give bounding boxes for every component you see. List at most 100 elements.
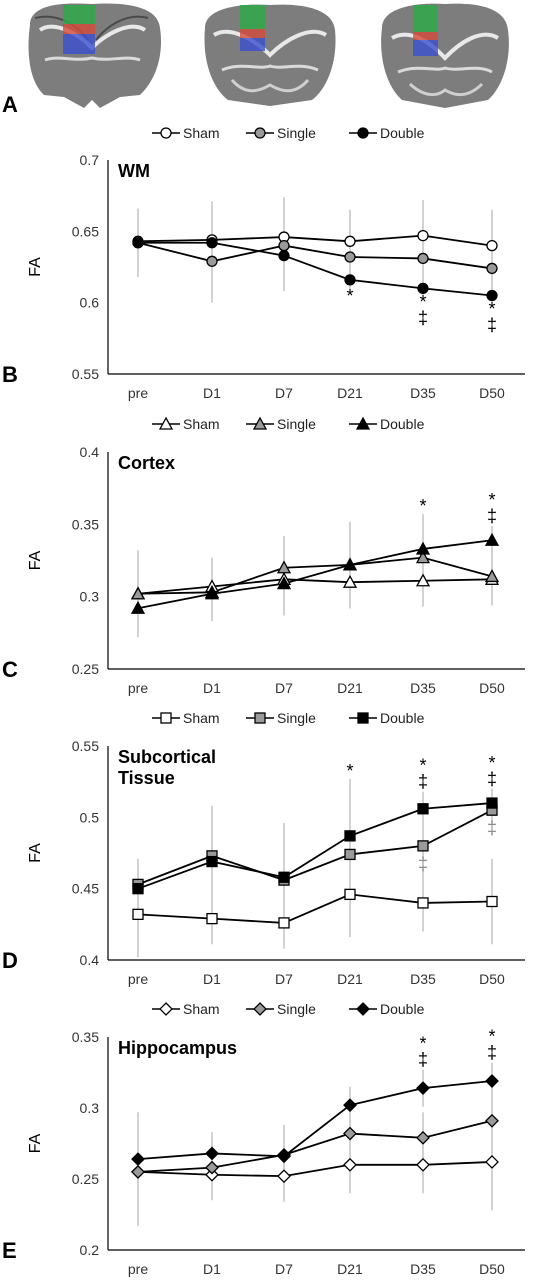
data-point-sham bbox=[415, 573, 431, 587]
y-tick-label: 0.3 bbox=[80, 589, 100, 605]
data-point-double bbox=[132, 883, 144, 895]
data-point-single bbox=[344, 848, 356, 861]
data-point-double bbox=[416, 1081, 430, 1096]
data-point-sham bbox=[485, 1155, 499, 1169]
significance-marker: * ‡ bbox=[487, 490, 497, 526]
data-point-sham bbox=[486, 239, 498, 252]
significance-marker: * bbox=[346, 286, 353, 306]
x-tick-label: D50 bbox=[479, 385, 505, 401]
data-point-single bbox=[415, 550, 431, 564]
data-point-double bbox=[132, 237, 144, 249]
data-point-double bbox=[485, 1074, 499, 1088]
data-point-sham bbox=[132, 908, 144, 920]
data-point-single bbox=[485, 1113, 499, 1128]
x-tick-label: D35 bbox=[410, 1261, 436, 1277]
data-point-single bbox=[417, 840, 429, 852]
data-point-double bbox=[486, 797, 498, 809]
y-tick-label: 0.55 bbox=[72, 366, 99, 382]
legend-label: Sham bbox=[183, 1001, 220, 1017]
x-tick-label: D1 bbox=[203, 385, 221, 401]
data-point-double bbox=[131, 1152, 145, 1167]
legend-label: Double bbox=[380, 125, 425, 141]
legend-label: Sham bbox=[183, 416, 220, 432]
significance-marker: * ‡ bbox=[418, 292, 428, 328]
x-tick-label: D21 bbox=[337, 971, 363, 987]
x-tick-label: D21 bbox=[337, 680, 363, 696]
chart-panel-2: Sham Single Double 0.25 0.3 0.35 0.4 FA pre D1 D7 D… bbox=[2, 416, 525, 696]
data-point-sham bbox=[278, 917, 290, 929]
legend-marker bbox=[355, 416, 371, 430]
significance-marker: * ‡ bbox=[418, 1034, 428, 1070]
data-point-single bbox=[131, 1164, 145, 1179]
x-tick-label: D7 bbox=[275, 680, 293, 696]
significance-marker: * ‡ bbox=[487, 299, 497, 335]
series-line-sham bbox=[137, 1161, 493, 1178]
series-line-single bbox=[137, 1119, 493, 1173]
legend: Sham Single Double bbox=[152, 710, 425, 726]
series-line-double bbox=[137, 539, 493, 610]
data-point-sham bbox=[277, 1169, 291, 1184]
legend-label: Single bbox=[277, 1001, 316, 1017]
panel-letter-a: A bbox=[2, 92, 18, 117]
data-point-sham bbox=[417, 897, 429, 909]
brain-slice-1 bbox=[28, 3, 162, 108]
y-axis-label: FA bbox=[27, 257, 44, 277]
x-tick-label: D21 bbox=[337, 1261, 363, 1277]
data-point-double bbox=[206, 855, 218, 868]
y-tick-label: 0.25 bbox=[72, 1171, 99, 1187]
x-tick-label: D21 bbox=[337, 385, 363, 401]
legend: Sham Single Double bbox=[152, 416, 425, 432]
data-point-single bbox=[484, 569, 500, 583]
data-point-sham bbox=[486, 895, 498, 908]
x-tick-label: D1 bbox=[203, 1261, 221, 1277]
data-point-single bbox=[205, 1160, 219, 1175]
legend-marker bbox=[357, 712, 369, 724]
chart-panel-3: Sham Single Double 0.4 0.45 0.5 0.55 FA pre D1 D7 D… bbox=[2, 710, 525, 987]
series-line-single bbox=[137, 556, 493, 595]
significance-symbol: ‡ bbox=[418, 772, 428, 792]
legend-label: Sham bbox=[183, 125, 220, 141]
legend-label: Single bbox=[277, 125, 316, 141]
chart-panel-1: Sham Single Double 0.55 0.6 0.65 0.7 FA pre D1 D7 D… bbox=[2, 125, 525, 401]
x-tick-label: D35 bbox=[410, 971, 436, 987]
series-line-sham bbox=[137, 578, 493, 595]
series-line-single bbox=[137, 809, 493, 886]
series-line-double bbox=[137, 1080, 493, 1161]
legend-label: Double bbox=[380, 1001, 425, 1017]
chart-title-line: Subcortical bbox=[118, 747, 216, 767]
data-point-double bbox=[277, 1149, 291, 1164]
significance-marker: * ‡ bbox=[418, 756, 428, 792]
y-tick-label: 0.55 bbox=[72, 738, 99, 754]
panel-letter: D bbox=[2, 948, 18, 973]
chart-title-line: Cortex bbox=[118, 453, 175, 473]
data-point-double bbox=[204, 586, 220, 600]
legend-marker bbox=[356, 1002, 370, 1016]
chart-title-line: WM bbox=[118, 161, 150, 181]
data-point-sham bbox=[343, 1157, 357, 1172]
panel-letter: E bbox=[2, 1238, 17, 1263]
x-tick-label: pre bbox=[128, 385, 148, 401]
y-tick-label: 0.2 bbox=[80, 1242, 100, 1258]
y-tick-label: 0.35 bbox=[72, 516, 99, 532]
chart-title-line: Tissue bbox=[118, 768, 175, 788]
significance-symbol: * bbox=[488, 299, 495, 319]
x-tick-label: pre bbox=[128, 680, 148, 696]
brain-slice-3 bbox=[381, 3, 509, 108]
y-axis-label: FA bbox=[27, 843, 44, 863]
significance-marker: * ‡ bbox=[487, 753, 497, 789]
legend-marker bbox=[357, 127, 369, 139]
y-tick-label: 0.5 bbox=[80, 809, 100, 825]
panel-letter: B bbox=[2, 362, 18, 387]
legend-label: Sham bbox=[183, 710, 220, 726]
data-point-sham bbox=[344, 235, 356, 247]
data-point-double bbox=[344, 274, 356, 286]
data-point-double bbox=[342, 557, 358, 571]
data-point-single bbox=[416, 1130, 430, 1145]
x-tick-label: D35 bbox=[410, 680, 436, 696]
legend-marker bbox=[160, 127, 172, 139]
y-tick-label: 0.7 bbox=[80, 152, 100, 168]
data-point-double bbox=[276, 576, 292, 590]
legend-marker bbox=[254, 127, 266, 139]
chart-title: WM bbox=[118, 161, 150, 181]
series-line-double bbox=[138, 241, 493, 297]
